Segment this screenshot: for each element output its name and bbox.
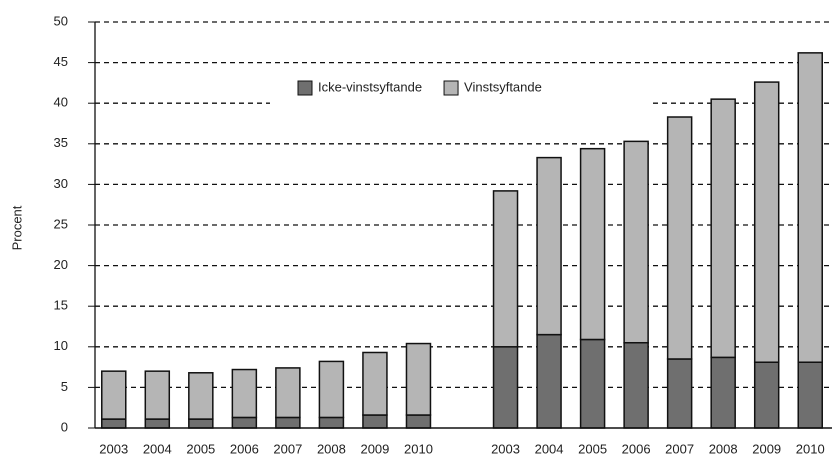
bar-segment	[710, 356, 736, 429]
y-tick-label: 25	[54, 216, 68, 231]
bar-segment	[666, 358, 693, 429]
x-tick-label: 2006	[622, 441, 651, 456]
bar-segment	[579, 338, 606, 429]
bar-segment	[797, 361, 823, 429]
y-tick-label: 20	[54, 257, 68, 272]
x-tick-label: 2004	[143, 441, 172, 456]
legend-label: Icke-vinstsyftande	[318, 79, 422, 94]
bar-segment	[579, 147, 606, 341]
bar-segment	[753, 361, 780, 429]
y-tick-label: 50	[54, 13, 68, 28]
bar-segment	[188, 372, 214, 420]
x-tick-label: 2007	[665, 441, 694, 456]
x-tick-label: 2008	[709, 441, 738, 456]
y-axis-label: Procent	[9, 205, 24, 250]
bar-segment	[318, 416, 345, 429]
legend-box	[270, 72, 650, 104]
bar-segment	[231, 416, 258, 429]
legend-label: Vinstsyftande	[464, 79, 542, 94]
bar-segment	[623, 341, 649, 429]
bar-segment	[144, 418, 171, 429]
y-tick-label: 10	[54, 338, 68, 353]
x-tick-label: 2009	[752, 441, 781, 456]
bar-segment	[492, 346, 519, 429]
legend-swatch	[297, 80, 313, 96]
bar-segment	[536, 156, 562, 336]
bar-segment	[275, 367, 301, 419]
bar-segment	[144, 370, 171, 420]
x-tick-label: 2006	[230, 441, 259, 456]
y-tick-label: 45	[54, 54, 68, 69]
x-tick-label: 2004	[535, 441, 564, 456]
y-tick-label: 40	[54, 95, 68, 110]
bar-segment	[623, 140, 649, 344]
y-tick-label: 15	[54, 298, 68, 313]
bar-segment	[405, 414, 432, 429]
bar-segment	[797, 52, 823, 363]
x-tick-label: 2005	[186, 441, 215, 456]
bar-segment	[362, 414, 388, 429]
x-tick-label: 2008	[317, 441, 346, 456]
bar-segment	[188, 418, 214, 429]
bar-segment	[231, 368, 258, 419]
x-tick-label: 2009	[360, 441, 389, 456]
x-tick-label: 2010	[796, 441, 825, 456]
x-tick-label: 2010	[404, 441, 433, 456]
y-tick-label: 5	[61, 379, 68, 394]
bar-segment	[710, 98, 736, 359]
bar-segment	[275, 416, 301, 429]
y-tick-label: 30	[54, 176, 68, 191]
x-tick-label: 2005	[578, 441, 607, 456]
bar-segment	[101, 418, 127, 429]
bar-segment	[492, 190, 519, 348]
bar-segment	[362, 351, 388, 416]
bar-segment	[101, 370, 127, 420]
x-tick-label: 2007	[273, 441, 302, 456]
x-tick-label: 2003	[491, 441, 520, 456]
bar-segment	[753, 81, 780, 363]
y-tick-label: 35	[54, 135, 68, 150]
bar-segment	[666, 116, 693, 360]
legend-swatch	[443, 80, 459, 96]
bar-segment	[405, 342, 432, 416]
bar-segment	[318, 360, 345, 419]
bar-segment	[536, 333, 562, 429]
y-tick-label: 0	[61, 419, 68, 434]
x-tick-label: 2003	[99, 441, 128, 456]
